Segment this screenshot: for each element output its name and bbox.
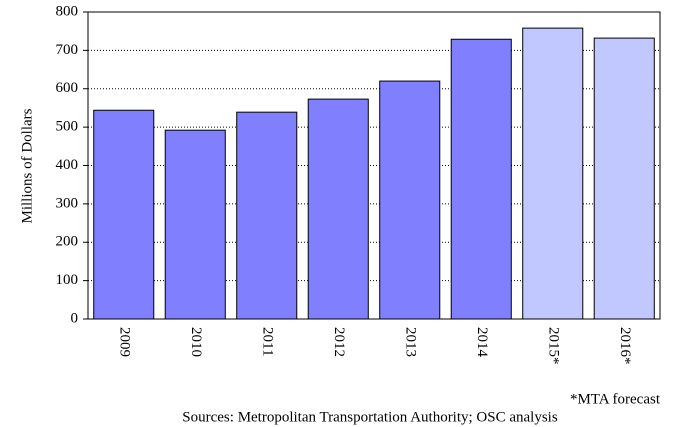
x-tick-label: 2012 bbox=[331, 327, 347, 357]
x-tick-label: 2009 bbox=[116, 327, 132, 357]
x-tick-label: 2011 bbox=[259, 327, 275, 356]
x-tick-label: 2016* bbox=[617, 327, 633, 365]
bar bbox=[236, 111, 298, 320]
y-tick-label: 300 bbox=[56, 195, 79, 211]
bar bbox=[379, 80, 441, 320]
y-tick-label: 500 bbox=[56, 119, 79, 135]
bar bbox=[307, 98, 369, 320]
y-tick-label: 200 bbox=[56, 234, 79, 250]
bar bbox=[93, 109, 155, 320]
footnote: *MTA forecast bbox=[570, 391, 661, 407]
y-tick-label: 700 bbox=[56, 42, 79, 58]
bar bbox=[522, 27, 584, 320]
x-tick-label: 2013 bbox=[402, 327, 418, 357]
bar bbox=[593, 37, 655, 320]
x-tick-label: 2014 bbox=[474, 327, 490, 358]
plot-frame bbox=[87, 11, 661, 320]
bar bbox=[450, 38, 512, 320]
y-tick-label: 600 bbox=[56, 80, 79, 96]
y-tick-label: 400 bbox=[56, 157, 79, 173]
source: Sources: Metropolitan Transportation Aut… bbox=[182, 409, 558, 425]
y-tick-label: 100 bbox=[56, 272, 79, 288]
x-tick-label: 2010 bbox=[188, 327, 204, 357]
y-axis-label: Millions of Dollars bbox=[19, 108, 35, 223]
bar bbox=[164, 129, 226, 320]
y-tick-label: 0 bbox=[71, 310, 79, 326]
x-tick-label: 2015* bbox=[545, 327, 561, 365]
y-tick-label: 800 bbox=[56, 3, 79, 19]
